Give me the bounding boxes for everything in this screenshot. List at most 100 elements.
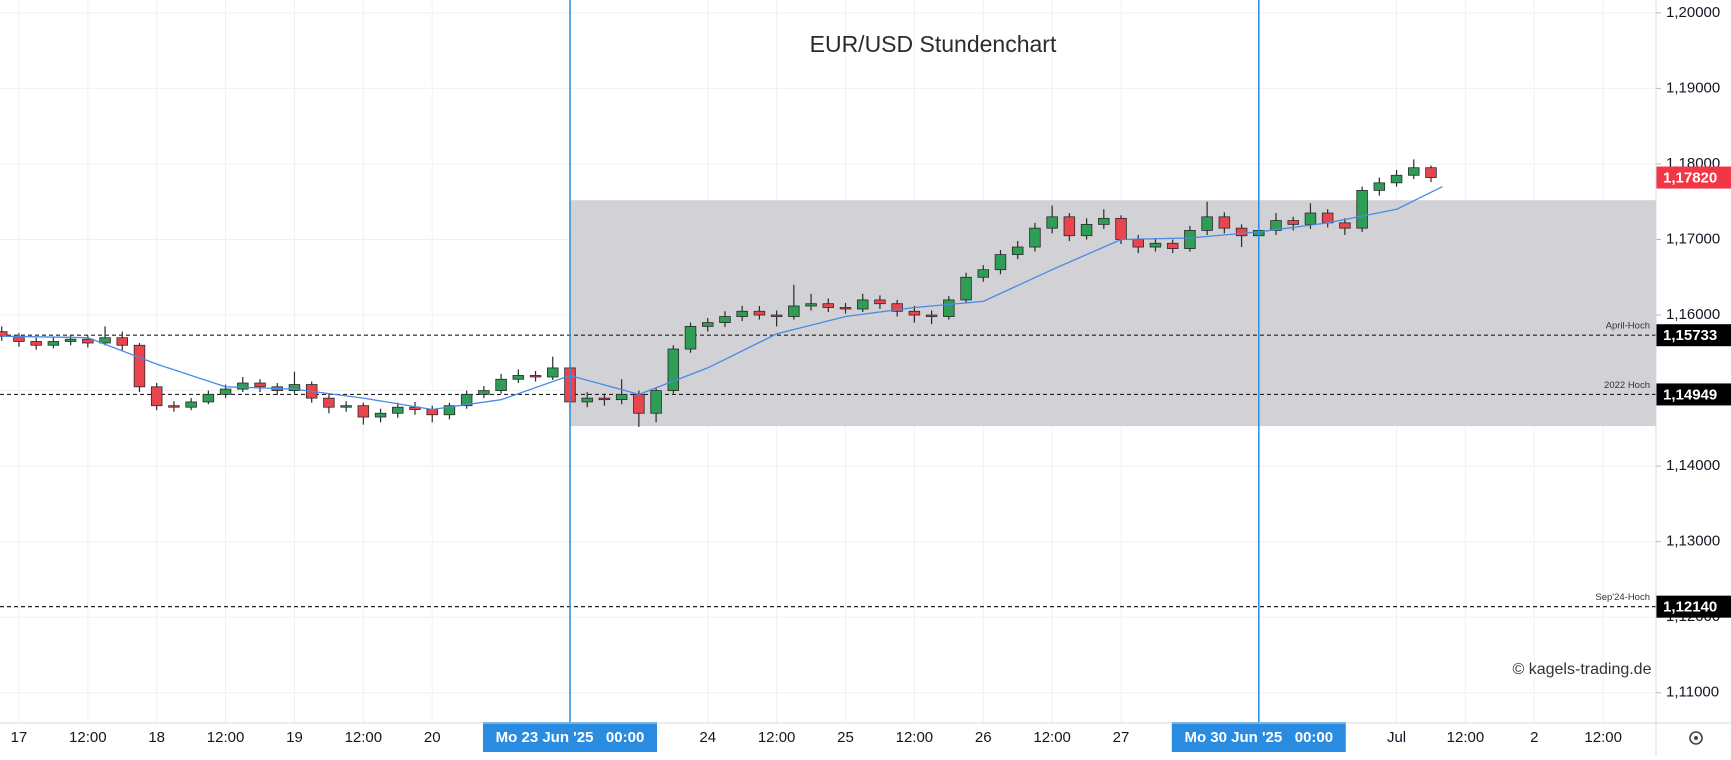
candle-body xyxy=(856,299,869,310)
level-name: Sep'24-Hoch xyxy=(1595,592,1650,603)
level-name: April-Hoch xyxy=(1606,321,1650,332)
level-price-label: 1,15733 xyxy=(1663,327,1717,344)
candle-body xyxy=(1149,242,1162,248)
candle-body xyxy=(581,397,593,403)
x-tick-label: 19 xyxy=(286,729,303,746)
candle-body xyxy=(943,299,955,317)
candle-body xyxy=(874,299,886,305)
x-tick-label: 24 xyxy=(699,729,716,746)
x-tick-label: 26 xyxy=(975,729,992,746)
candle-body xyxy=(82,338,94,344)
x-tick-label: 27 xyxy=(1113,729,1130,746)
date-marker-box xyxy=(1171,722,1346,752)
candle-body xyxy=(1390,174,1403,184)
moving-average-line xyxy=(1,186,1443,411)
date-marker-box xyxy=(482,722,657,752)
candle-body xyxy=(357,405,370,418)
candle-body xyxy=(1115,217,1127,240)
candle-body xyxy=(1080,223,1093,237)
y-tick-label: 1,16000 xyxy=(1666,306,1720,323)
candle-body xyxy=(1321,212,1334,224)
candle-body xyxy=(1011,246,1024,255)
candle-body xyxy=(30,341,42,346)
candle-body xyxy=(202,393,215,403)
level-name: 2022 Hoch xyxy=(1604,380,1650,391)
candle-body xyxy=(495,378,507,391)
candle-body xyxy=(994,254,1007,271)
candle-body xyxy=(977,269,990,278)
candle-body xyxy=(47,341,60,346)
settings-icon[interactable] xyxy=(1689,731,1703,745)
candle-body xyxy=(1356,189,1368,229)
x-tick-label: 12:00 xyxy=(1584,729,1622,746)
candle-body xyxy=(719,316,731,323)
candle-body xyxy=(1063,216,1076,237)
level-price-label: 1,14949 xyxy=(1663,386,1717,403)
candle-body xyxy=(650,390,662,414)
candle-body xyxy=(667,348,680,391)
candle-body xyxy=(1270,220,1282,231)
x-tick-label: 12:00 xyxy=(345,729,383,746)
candle-body xyxy=(1373,182,1386,191)
candle-body xyxy=(99,337,111,344)
x-tick-label: 2 xyxy=(1530,729,1538,746)
y-tick-label: 1,13000 xyxy=(1666,533,1720,550)
candle-body xyxy=(1098,217,1110,225)
candle-body xyxy=(1235,227,1248,237)
candle-body xyxy=(443,405,456,416)
candle-body xyxy=(254,382,266,388)
level-price-box xyxy=(1656,324,1731,347)
candle-body xyxy=(736,310,748,317)
candle-body xyxy=(925,314,938,317)
candle-body xyxy=(340,405,352,408)
candle-body xyxy=(547,367,559,378)
candle-body xyxy=(1339,222,1351,229)
candle-body xyxy=(1218,216,1231,229)
candle-body xyxy=(1046,216,1058,229)
candle-body xyxy=(1408,167,1420,176)
candle-body xyxy=(150,386,163,407)
candle-body xyxy=(908,310,921,316)
last-price-box xyxy=(1656,166,1731,189)
candle-body xyxy=(788,305,800,317)
candle-body xyxy=(219,388,232,395)
level-price-label: 1,12140 xyxy=(1663,599,1717,616)
candle-body xyxy=(684,325,697,350)
x-tick-label: 12:00 xyxy=(896,729,934,746)
candle-body xyxy=(426,409,438,416)
x-tick-label: 17 xyxy=(11,729,28,746)
candle-body xyxy=(512,375,525,380)
candle-body xyxy=(1425,167,1437,178)
candle-body xyxy=(1029,227,1041,248)
candle-body xyxy=(598,397,611,401)
candle-body xyxy=(323,397,335,408)
candle-body xyxy=(960,276,972,301)
y-tick-label: 1,17000 xyxy=(1666,230,1720,247)
candle-body xyxy=(1304,212,1317,225)
candle-body xyxy=(1201,216,1213,231)
x-tick-label: Jul xyxy=(1387,729,1406,746)
candle-body xyxy=(0,331,8,337)
x-tick-label: 12:00 xyxy=(1033,729,1071,746)
candle-body xyxy=(529,375,542,378)
candle-body xyxy=(753,310,766,316)
candle-body xyxy=(1132,239,1144,248)
candle-body xyxy=(460,393,473,407)
candle-body xyxy=(64,338,77,342)
x-tick-label: 12:00 xyxy=(1447,729,1485,746)
candle-body xyxy=(891,303,903,312)
candle-body xyxy=(1184,230,1196,249)
candle-body xyxy=(1287,220,1299,225)
candle-body xyxy=(702,322,714,327)
x-tick-label: 12:00 xyxy=(758,729,796,746)
candle-body xyxy=(168,405,180,408)
y-tick-label: 1,11000 xyxy=(1666,684,1719,701)
y-tick-label: 1,20000 xyxy=(1666,4,1720,21)
x-tick-label: 20 xyxy=(424,729,441,746)
candle-body xyxy=(770,314,783,317)
candle-body xyxy=(478,390,490,395)
range-zone xyxy=(569,200,1657,427)
level-price-box xyxy=(1656,595,1731,618)
x-tick-label: 18 xyxy=(148,729,165,746)
candle-body xyxy=(633,393,645,414)
